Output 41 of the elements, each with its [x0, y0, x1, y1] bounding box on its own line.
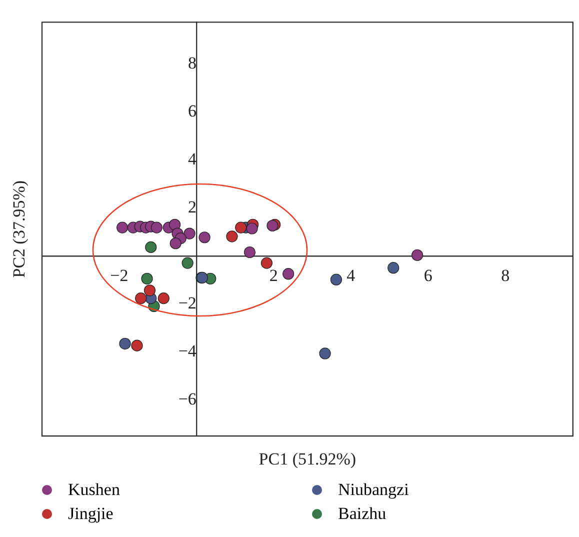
point — [169, 218, 181, 230]
point — [235, 222, 247, 234]
x-tick-label: 2 — [269, 266, 278, 285]
point — [319, 348, 331, 360]
x-tick-label: −2 — [110, 266, 128, 285]
point — [260, 257, 273, 269]
y-tick-label: 6 — [188, 102, 196, 121]
point — [330, 274, 342, 286]
legend-label: Jingjie — [68, 504, 114, 524]
point — [131, 340, 143, 352]
point — [135, 292, 147, 304]
point — [144, 284, 156, 296]
point — [226, 230, 238, 242]
point — [244, 246, 256, 258]
x-tick-label: 4 — [346, 266, 356, 285]
point — [184, 228, 196, 240]
point — [266, 220, 278, 232]
legend-label: Kushen — [68, 480, 120, 500]
y-tick-label: 8 — [188, 54, 196, 73]
y-tick-label: −6 — [178, 389, 196, 408]
y-tick-label: −2 — [178, 294, 196, 313]
point — [116, 222, 128, 234]
point — [170, 238, 182, 250]
point — [246, 222, 258, 234]
y-tick-label: 2 — [188, 198, 196, 217]
x-axis-title: PC1 (51.92%) — [258, 449, 356, 468]
legend-label: Niubangzi — [338, 480, 409, 500]
point — [119, 338, 131, 350]
point — [182, 257, 194, 269]
point — [150, 222, 162, 234]
point — [141, 272, 153, 284]
point — [145, 241, 157, 254]
x-tick-label: 8 — [501, 266, 510, 285]
legend-label: Baizhu — [338, 504, 386, 524]
y-axis-title: PC2 (37.95%) — [9, 180, 28, 278]
point — [412, 249, 424, 261]
point — [158, 292, 170, 304]
x-tick-label: 6 — [424, 266, 432, 285]
point — [198, 232, 210, 244]
point — [282, 268, 294, 280]
point — [388, 262, 400, 274]
